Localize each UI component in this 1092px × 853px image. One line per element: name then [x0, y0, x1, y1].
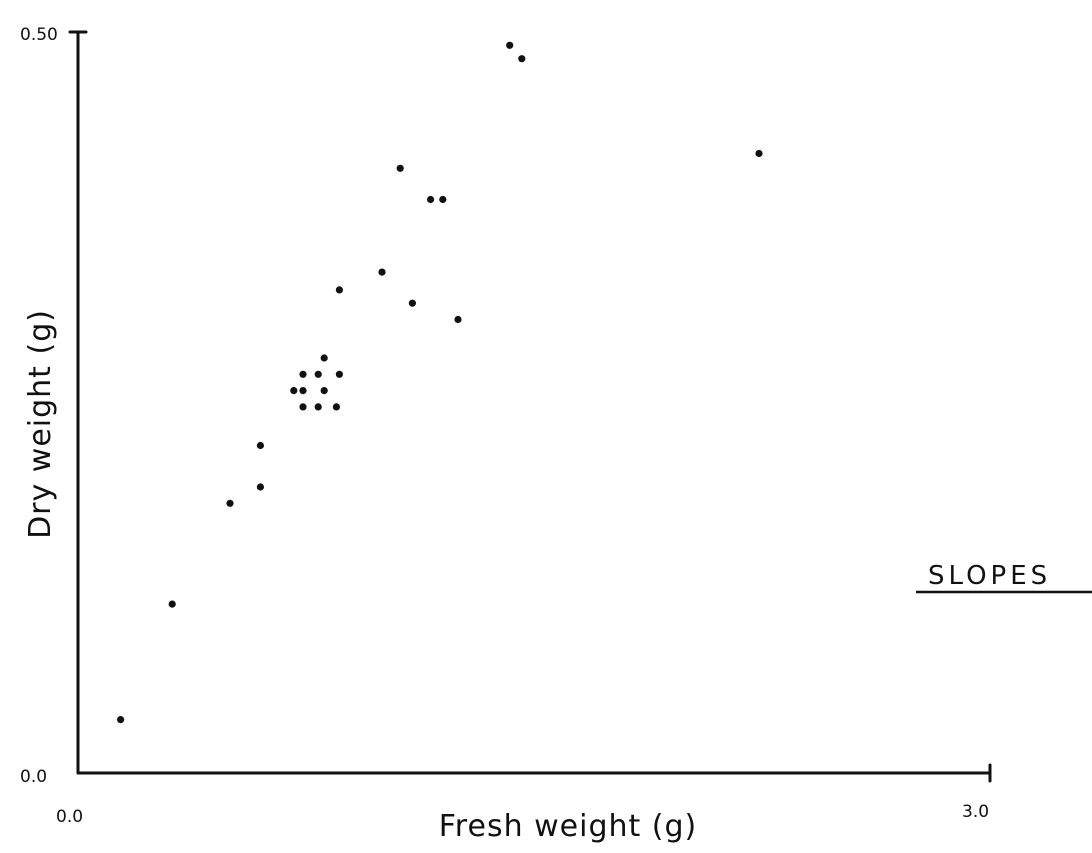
x-axis-title: Fresh weight (g): [439, 809, 698, 844]
data-point-25: [755, 149, 763, 158]
data-point-18: [396, 164, 404, 172]
data-point-11: [314, 403, 322, 411]
data-point-2: [168, 600, 176, 608]
y-tick-label-min: 0.0: [20, 767, 47, 787]
x-tick-label-max: 3.0: [962, 802, 989, 822]
data-point-1: [117, 716, 125, 724]
data-points: [117, 41, 763, 724]
data-point-22: [454, 315, 462, 324]
data-point-12: [320, 387, 328, 395]
y-axis-title: Dry weight (g): [23, 309, 58, 539]
data-point-3: [226, 499, 234, 507]
data-point-14: [332, 403, 340, 411]
axes: [68, 30, 992, 783]
data-point-6: [290, 387, 298, 395]
data-point-9: [299, 370, 307, 378]
data-point-4: [256, 483, 264, 491]
data-point-17: [378, 268, 386, 276]
data-point-24: [518, 55, 526, 63]
y-tick-label-max: 0.50: [20, 25, 58, 45]
data-point-10: [314, 370, 322, 378]
data-point-8: [299, 403, 307, 411]
data-point-5: [256, 441, 264, 450]
data-point-19: [408, 299, 416, 307]
data-point-20: [427, 195, 435, 204]
data-point-21: [439, 195, 447, 204]
data-point-13: [320, 354, 328, 362]
x-tick-label-min: 0.0: [56, 807, 83, 827]
data-point-15: [335, 370, 343, 378]
slopes-annotation: SLOPES: [928, 561, 1051, 591]
data-point-23: [506, 41, 514, 49]
data-point-16: [335, 286, 343, 294]
data-point-7: [299, 387, 307, 395]
